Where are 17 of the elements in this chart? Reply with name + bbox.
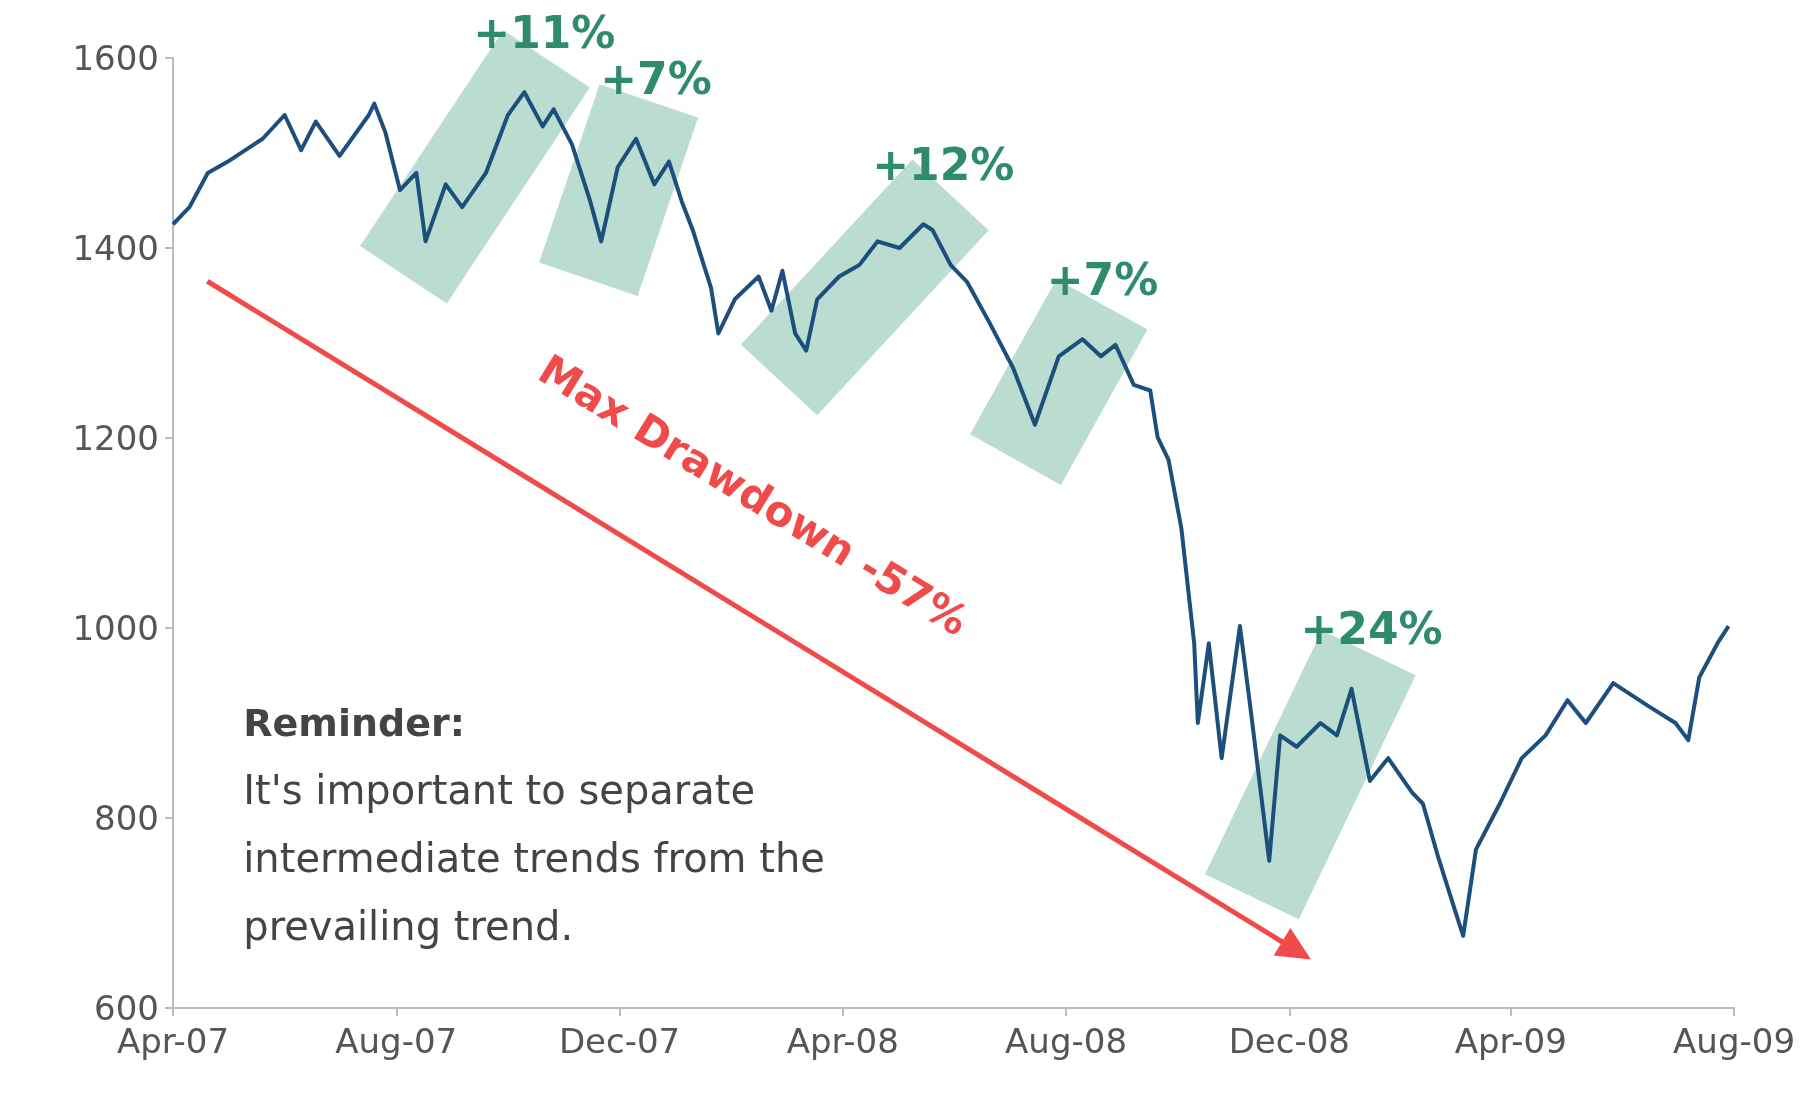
y-tick-label: 800 bbox=[94, 798, 159, 838]
y-tick-label: 1200 bbox=[72, 418, 159, 458]
x-tick-label: Aug-08 bbox=[1005, 1021, 1128, 1061]
x-tick-label: Aug-09 bbox=[1673, 1021, 1795, 1061]
y-tick-label: 1600 bbox=[72, 38, 159, 78]
annotation: Reminder: bbox=[243, 701, 465, 745]
y-tick-label: 1000 bbox=[72, 608, 159, 648]
y-tick-label: 1400 bbox=[72, 228, 159, 268]
annotation: It's important to separate intermediate trends from the prevailing trend. bbox=[243, 767, 838, 950]
x-tick-label: Apr-08 bbox=[786, 1021, 899, 1061]
x-tick-label: Dec-07 bbox=[558, 1021, 681, 1061]
annotation: +12% bbox=[872, 138, 1015, 190]
annotation: +7% bbox=[1046, 253, 1159, 305]
x-tick-label: Aug-07 bbox=[335, 1021, 458, 1061]
x-tick-label: Dec-08 bbox=[1228, 1021, 1350, 1061]
x-tick-label: Apr-09 bbox=[1454, 1021, 1567, 1061]
annotation: +24% bbox=[1300, 603, 1443, 655]
